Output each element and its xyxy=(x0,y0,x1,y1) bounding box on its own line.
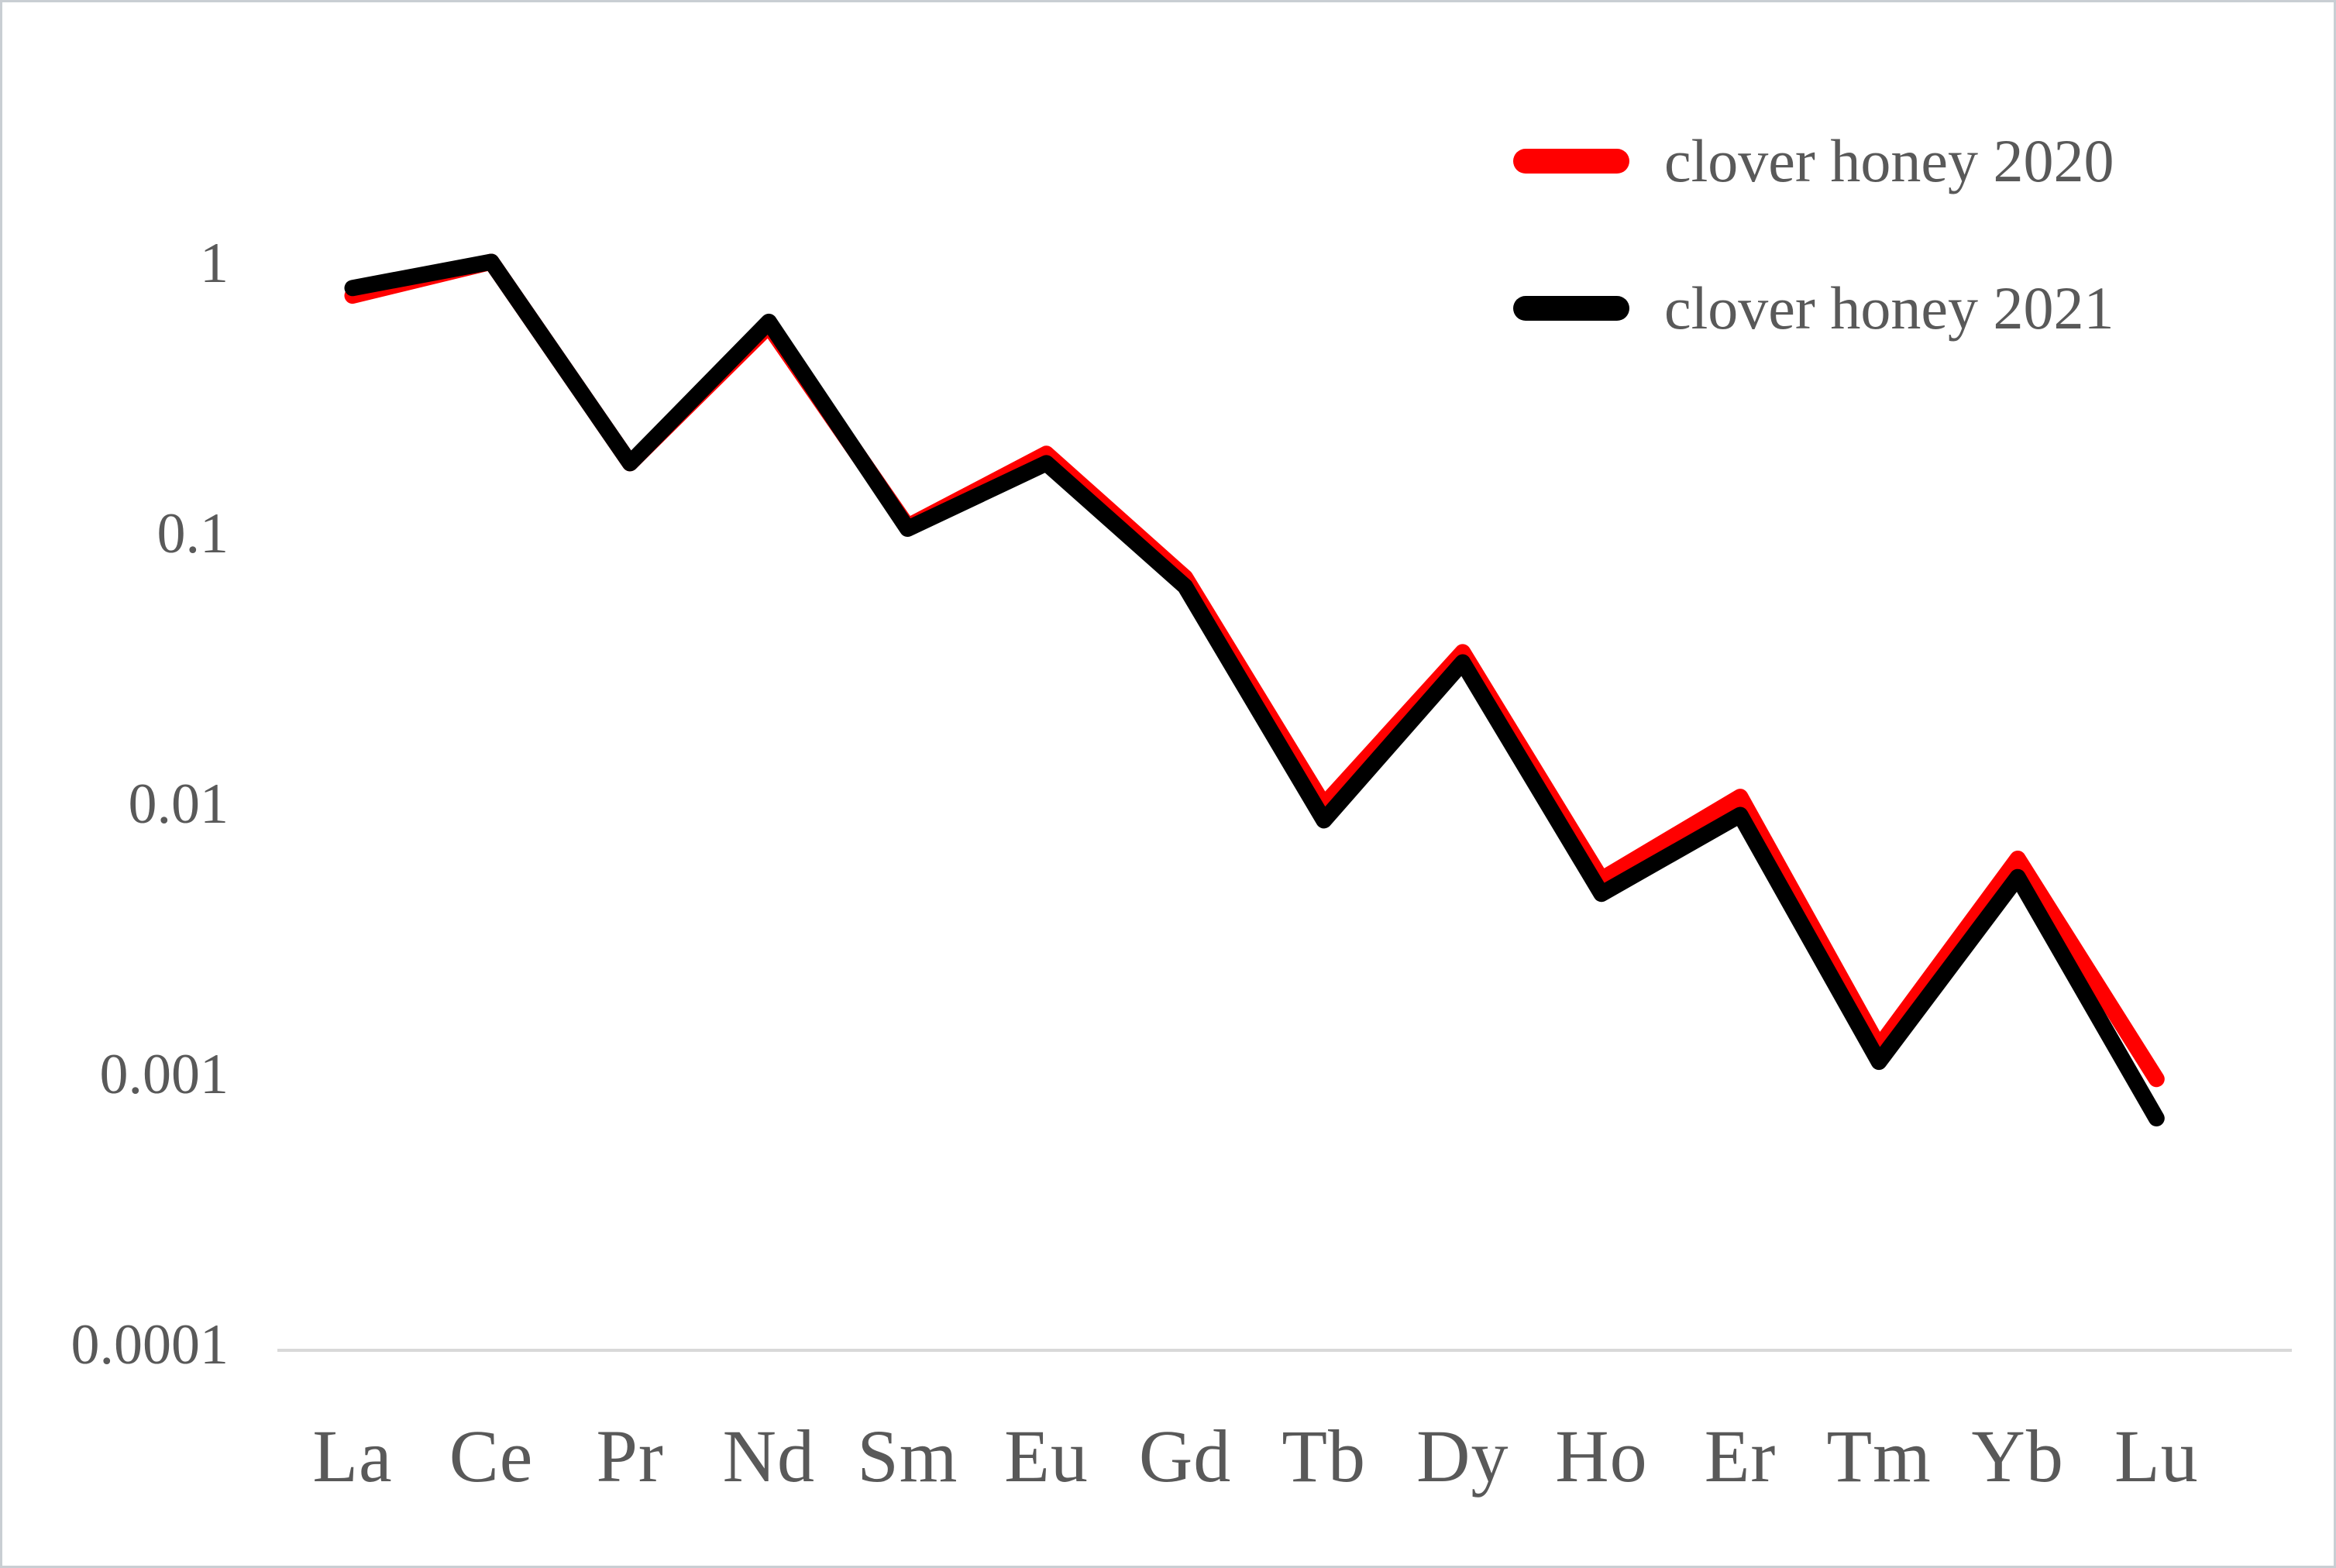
series-lines xyxy=(344,253,2165,1126)
x-tick-label-La: La xyxy=(312,1415,392,1498)
x-tick-label-Eu: Eu xyxy=(1004,1415,1089,1498)
x-tick-label-Gd: Gd xyxy=(1139,1415,1231,1498)
x-tick-label-Tb: Tb xyxy=(1282,1415,1366,1498)
x-tick-label-Yb: Yb xyxy=(1972,1415,2064,1498)
x-tick-label-Ce: Ce xyxy=(449,1415,534,1498)
legend-label-2021: clover honey 2021 xyxy=(1664,274,2114,342)
x-tick-label-Tm: Tm xyxy=(1826,1415,1931,1498)
x-tick-label-Ho: Ho xyxy=(1555,1415,1647,1498)
legend-swatch-2020-icon xyxy=(1513,149,1629,174)
x-tick-label-Lu: Lu xyxy=(2114,1415,2199,1498)
x-axis-category-labels: La Ce Pr Nd Sm Eu Gd Tb Dy Ho Er Tm Yb Lu xyxy=(312,1415,2199,1498)
y-tick-label-0.1: 0.1 xyxy=(157,502,229,566)
series-line-clover-honey-2021 xyxy=(344,253,2165,1126)
x-tick-label-Nd: Nd xyxy=(723,1415,815,1498)
series-line-clover-honey-2020 xyxy=(344,253,2165,1088)
y-tick-label-0.01: 0.01 xyxy=(129,772,229,836)
x-tick-label-Sm: Sm xyxy=(857,1415,958,1498)
y-tick-label-1: 1 xyxy=(200,232,229,295)
x-tick-label-Dy: Dy xyxy=(1416,1415,1509,1498)
legend: clover honey 2020 clover honey 2021 xyxy=(1513,88,2114,382)
legend-item-clover-honey-2021: clover honey 2021 xyxy=(1513,235,2114,382)
y-tick-label-0.001: 0.001 xyxy=(100,1043,229,1106)
legend-label-2020: clover honey 2020 xyxy=(1664,127,2114,194)
legend-item-clover-honey-2020: clover honey 2020 xyxy=(1513,88,2114,235)
y-axis-tick-labels: 1 0.1 0.01 0.001 0.0001 xyxy=(71,232,229,1377)
y-tick-label-0.0001: 0.0001 xyxy=(71,1313,229,1377)
x-tick-label-Pr: Pr xyxy=(597,1415,664,1498)
legend-swatch-2021-icon xyxy=(1513,296,1629,321)
x-tick-label-Er: Er xyxy=(1705,1415,1777,1498)
